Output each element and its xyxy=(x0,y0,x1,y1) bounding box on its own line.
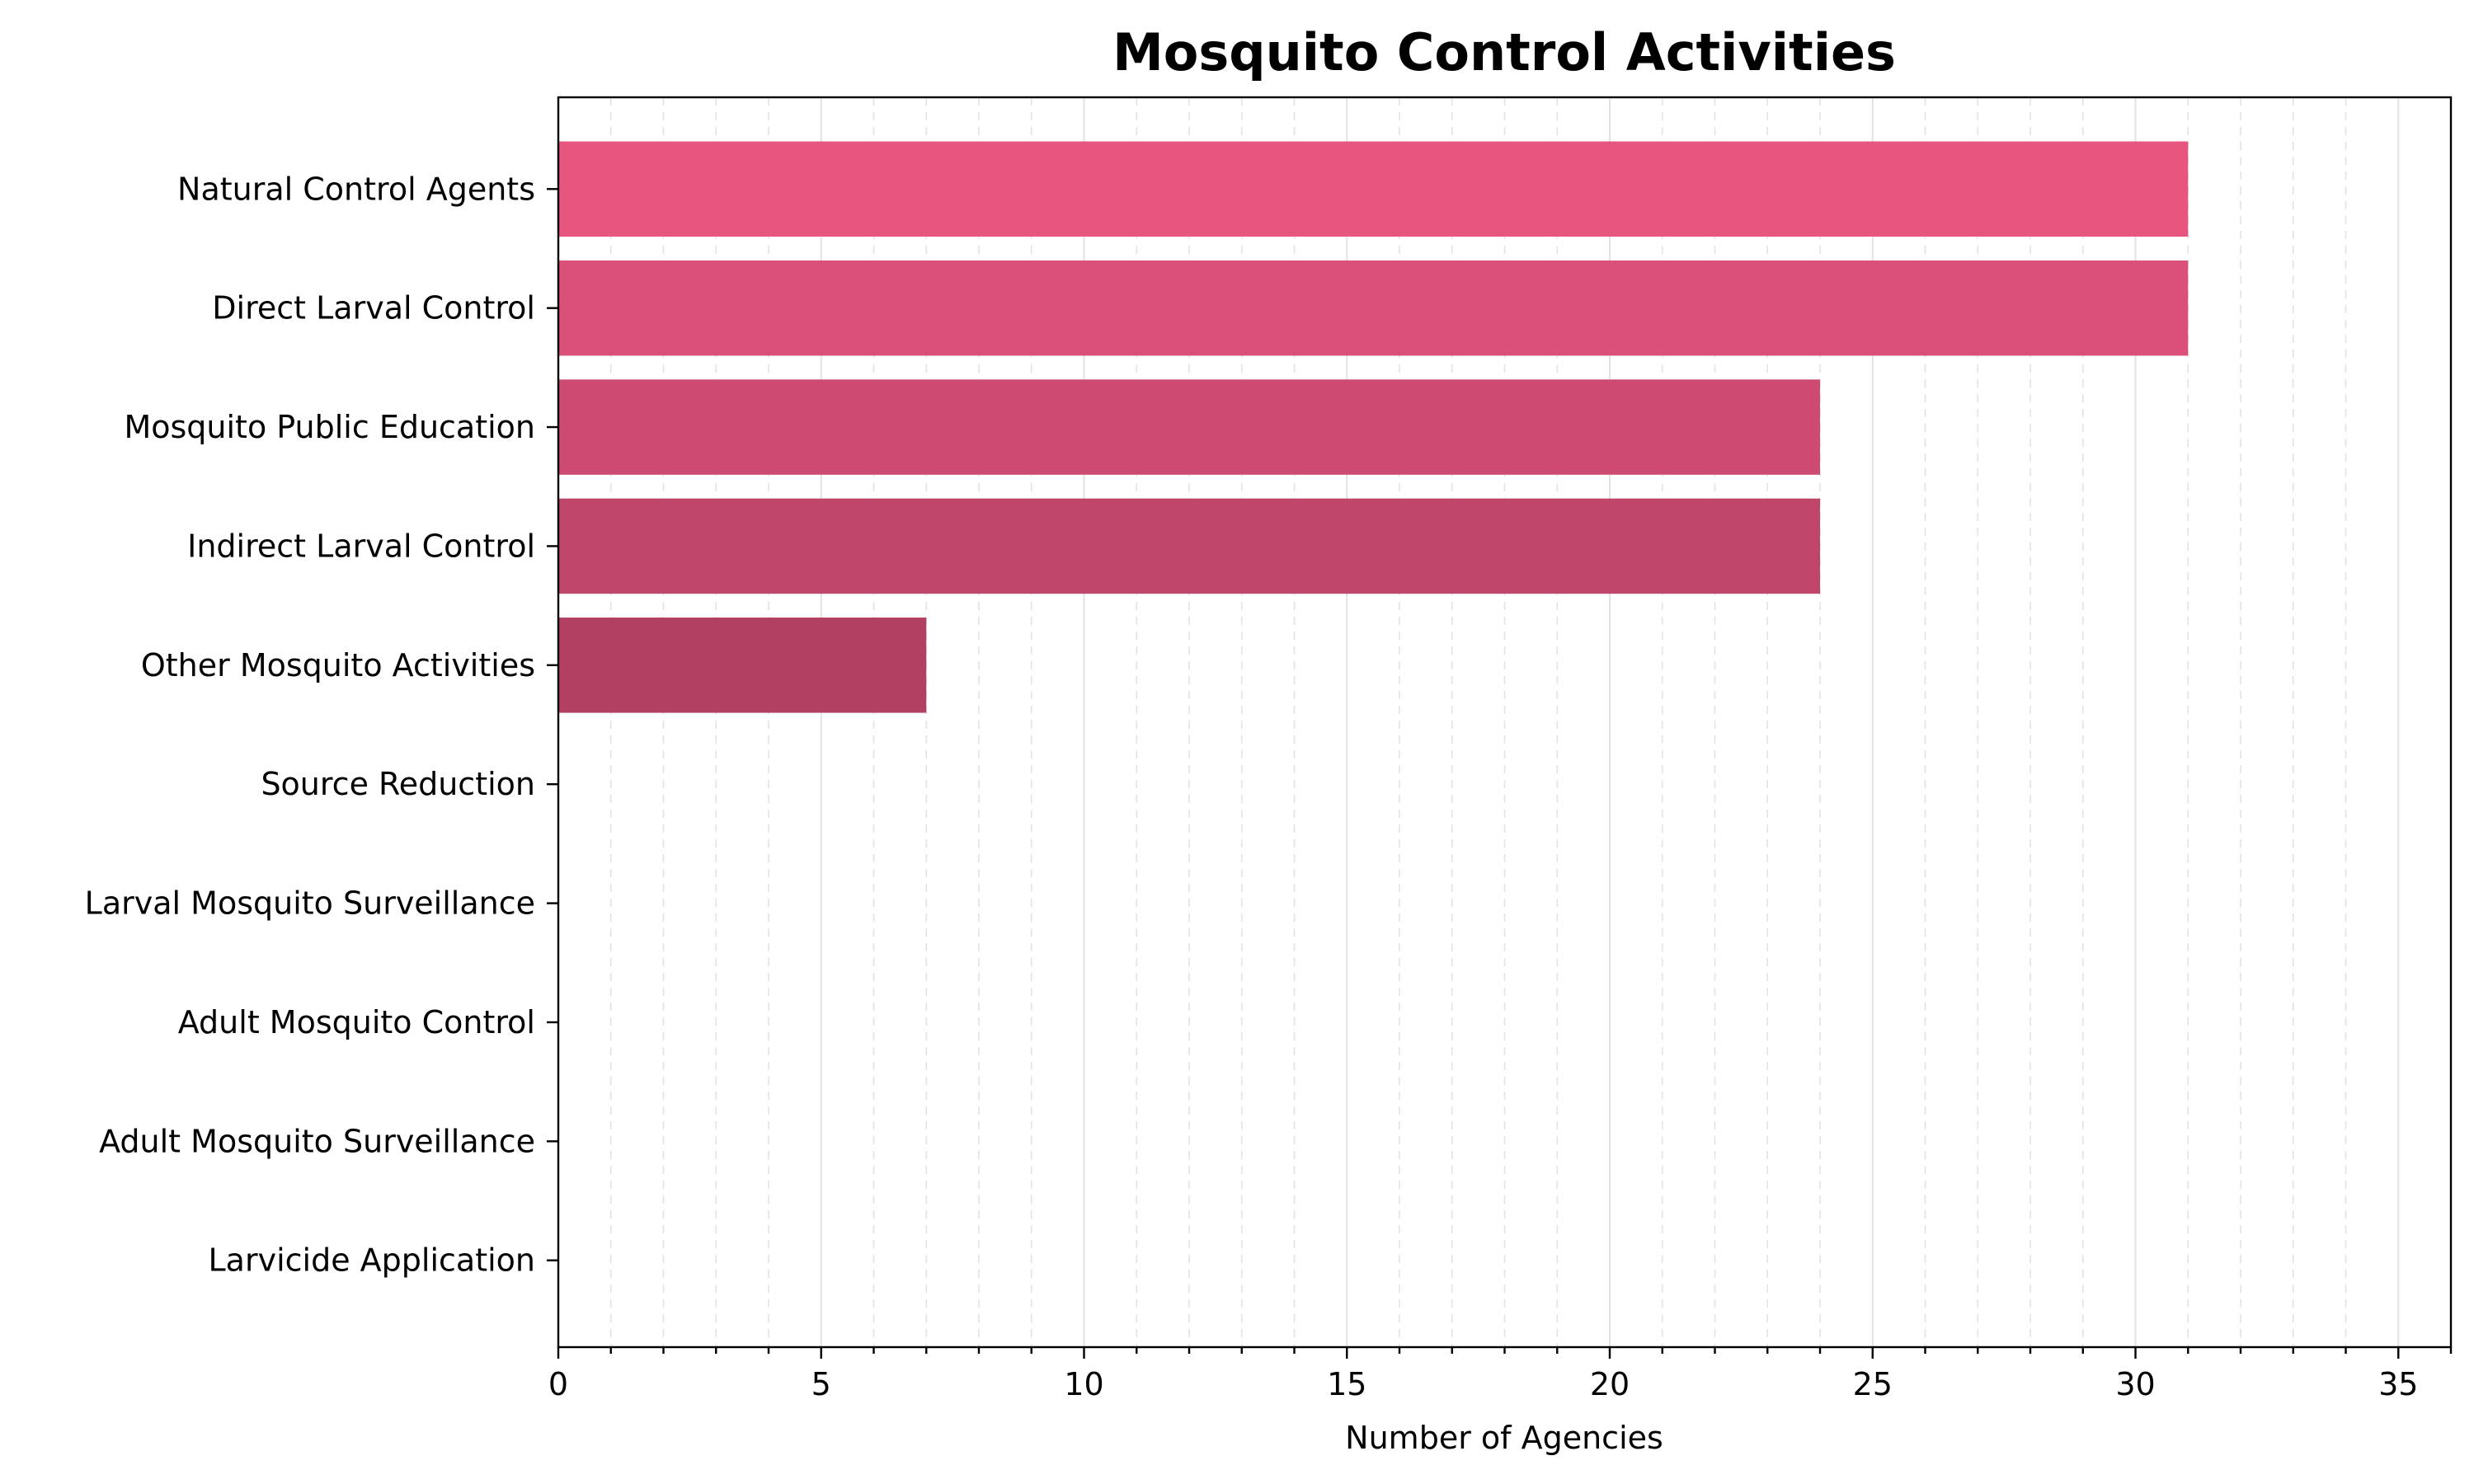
bar xyxy=(558,141,2189,237)
x-tick-label: 10 xyxy=(1064,1366,1103,1402)
category-label: Direct Larval Control xyxy=(212,290,535,326)
category-label: Mosquito Public Education xyxy=(124,409,535,445)
category-label: Adult Mosquito Surveillance xyxy=(99,1123,535,1159)
x-tick-label: 0 xyxy=(548,1366,568,1402)
category-label: Larval Mosquito Surveillance xyxy=(85,885,535,922)
x-tick-label: 25 xyxy=(1853,1366,1893,1402)
chart-title: Mosquito Control Activities xyxy=(1112,22,1896,82)
bar xyxy=(558,498,1820,594)
x-tick-label: 30 xyxy=(2115,1366,2155,1402)
bar xyxy=(558,260,2189,356)
x-tick-label: 15 xyxy=(1327,1366,1366,1402)
x-tick-label: 35 xyxy=(2378,1366,2418,1402)
category-label: Adult Mosquito Control xyxy=(178,1004,535,1040)
category-label: Other Mosquito Activities xyxy=(141,647,535,683)
x-axis: 0 5 10 15 20 25 30 35 xyxy=(548,1347,2453,1402)
x-tick-label: 5 xyxy=(811,1366,831,1402)
category-label: Larvicide Application xyxy=(209,1242,535,1279)
category-label: Source Reduction xyxy=(261,766,535,802)
bar xyxy=(558,618,927,713)
category-label: Indirect Larval Control xyxy=(187,528,535,564)
y-axis: Natural Control Agents Direct Larval Cont… xyxy=(85,171,558,1279)
category-label: Natural Control Agents xyxy=(177,171,535,207)
bars xyxy=(558,141,2189,713)
x-tick-label: 20 xyxy=(1590,1366,1630,1402)
bar xyxy=(558,379,1820,475)
x-axis-label: Number of Agencies xyxy=(1345,1420,1663,1456)
